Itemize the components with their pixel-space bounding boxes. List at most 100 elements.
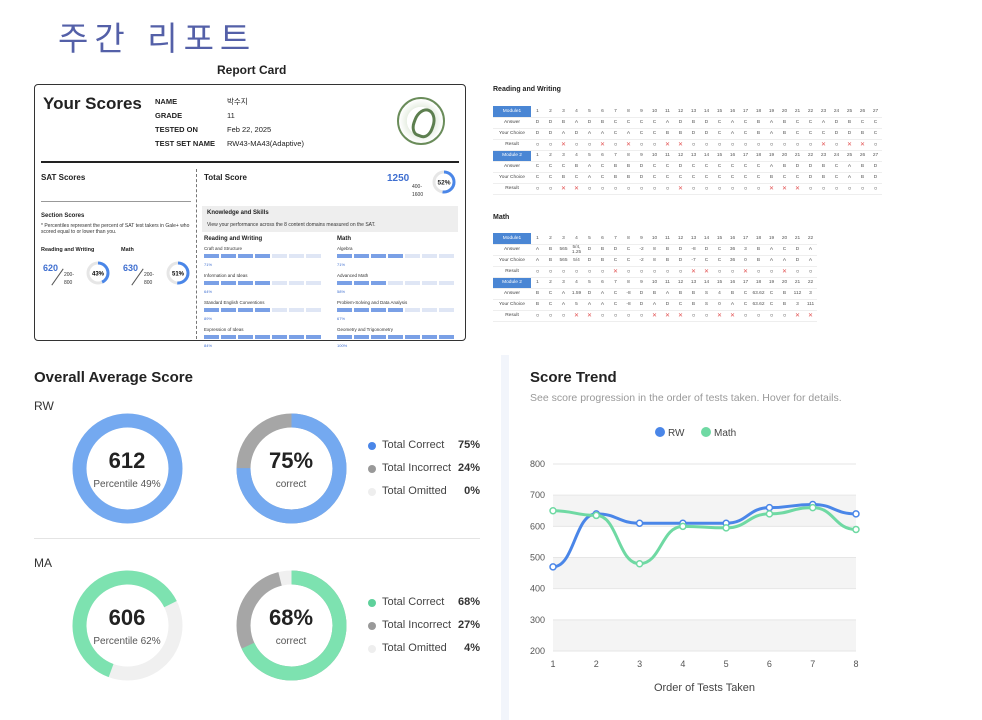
rw-score-value: 612	[108, 448, 146, 473]
domain-name: Geometry and Trigonometry	[337, 327, 394, 332]
answer-cell: 3	[739, 244, 752, 256]
question-number: 10	[648, 150, 661, 162]
result-cell: ✕	[596, 139, 609, 151]
question-number: 19	[765, 106, 778, 118]
data-point	[808, 503, 817, 512]
x-tick-label: 3	[637, 659, 642, 669]
data-point	[852, 510, 860, 518]
choice-cell: C	[726, 172, 739, 184]
question-number: 9	[635, 106, 648, 118]
data-point	[635, 559, 644, 568]
question-number: 17	[739, 277, 752, 289]
legend-label: Total Omitted	[382, 642, 447, 654]
choice-cell: 5/4	[570, 255, 583, 267]
divider	[34, 538, 480, 539]
question-number: 7	[609, 277, 622, 289]
legend-item: Total Incorrect 24%	[368, 457, 480, 480]
choice-cell: D	[687, 128, 700, 140]
choice-cell: B	[661, 128, 674, 140]
answer-cell: D	[583, 288, 596, 300]
ma-label: MA	[34, 556, 52, 570]
result-cell: ○	[856, 183, 869, 195]
result-cell: ○	[791, 266, 804, 278]
math-table-title: Math	[493, 214, 510, 221]
choice-cell: 0	[713, 299, 726, 311]
choice-cell: D	[635, 172, 648, 184]
answer-cell: C	[752, 161, 765, 173]
question-number: 4	[570, 233, 583, 245]
legend-label: RW	[668, 428, 685, 439]
answer-cell: C	[739, 117, 752, 129]
choice-cell: C	[648, 128, 661, 140]
choice-cell: D	[791, 255, 804, 267]
answer-cell: B	[596, 117, 609, 129]
answer-cell: B	[687, 117, 700, 129]
answer-cell: C	[765, 288, 778, 300]
question-number: 19	[765, 277, 778, 289]
row-label: Result	[493, 310, 531, 322]
question-number: 20	[778, 150, 791, 162]
question-number: 22	[804, 277, 817, 289]
choice-cell: B	[752, 128, 765, 140]
question-number: 5	[583, 150, 596, 162]
answer-cell: B	[648, 288, 661, 300]
answer-cell: C	[739, 288, 752, 300]
result-cell: ✕	[713, 310, 726, 322]
answer-cell: D	[674, 161, 687, 173]
row-label: Answer	[493, 117, 531, 129]
choice-cell: B	[765, 172, 778, 184]
answer-cell: B	[557, 117, 570, 129]
domain-bars	[204, 335, 321, 339]
data-point	[722, 524, 730, 532]
question-number: 4	[570, 106, 583, 118]
choice-cell: B	[622, 172, 635, 184]
choice-cell: 8	[648, 255, 661, 267]
question-number: 17	[739, 233, 752, 245]
question-number: 14	[700, 233, 713, 245]
answer-cell: B	[687, 288, 700, 300]
domain-name: Algebra	[337, 246, 353, 251]
academy-seal-logo	[397, 97, 445, 145]
question-number: 5	[583, 106, 596, 118]
legend-dot-icon	[368, 621, 376, 630]
data-point	[852, 525, 860, 534]
choice-cell: C	[791, 172, 804, 184]
x-tick-label: 1	[550, 659, 555, 669]
question-number: 25	[843, 150, 856, 162]
score-trend-chart[interactable]: 200 300 400 500 600 700 800 1 2 3 4 5 6 7 8 Order of Te…	[520, 420, 870, 700]
choice-cell: D	[661, 299, 674, 311]
question-number: 2	[544, 277, 557, 289]
question-number: 9	[635, 150, 648, 162]
result-cell: ✕	[739, 266, 752, 278]
result-cell: ○	[531, 266, 544, 278]
choice-cell: S	[700, 299, 713, 311]
score-trend-subtitle: See score progression in the order of te…	[530, 392, 842, 404]
row-label: Result	[493, 266, 531, 278]
choice-cell: D	[700, 128, 713, 140]
question-number: 10	[648, 233, 661, 245]
question-number: 24	[830, 150, 843, 162]
legend-value: 0%	[464, 485, 480, 497]
choice-cell: A	[778, 255, 791, 267]
answer-cell: C	[596, 161, 609, 173]
ma-correct-value: 68%	[268, 605, 314, 630]
student-info: NAME 박수지 GRADE 11 TESTED ON Feb 22, 2025 TE…	[155, 95, 304, 151]
choice-cell: A	[765, 128, 778, 140]
answer-cell: D	[700, 244, 713, 256]
ma-legend: Total Correct 68% Total Incorrect 27% Total …	[368, 591, 480, 660]
answer-cell: B	[661, 244, 674, 256]
choice-cell: D	[830, 128, 843, 140]
rw-section-score: 620	[43, 263, 59, 273]
choice-cell: D	[544, 128, 557, 140]
answer-cell: D	[609, 244, 622, 256]
choice-cell: C	[830, 172, 843, 184]
domain-pct: 100%	[337, 343, 348, 348]
result-cell: ○	[765, 139, 778, 151]
result-cell: ○	[648, 183, 661, 195]
result-cell: ✕	[557, 139, 570, 151]
x-tick-label: 8	[853, 659, 858, 669]
question-number: 13	[687, 233, 700, 245]
result-cell: ○	[622, 183, 635, 195]
choice-cell: D	[583, 255, 596, 267]
answer-cell: C	[648, 117, 661, 129]
